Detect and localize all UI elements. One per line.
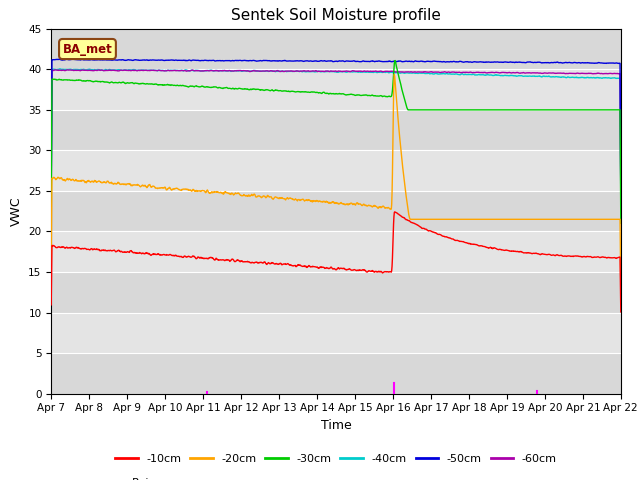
Bar — [51, 29, 621, 69]
X-axis label: Time: Time — [321, 419, 351, 432]
Bar — [51, 69, 621, 110]
Legend: Rain: Rain — [97, 473, 161, 480]
Text: BA_met: BA_met — [63, 43, 113, 56]
Title: Sentek Soil Moisture profile: Sentek Soil Moisture profile — [231, 9, 441, 24]
Bar — [51, 110, 621, 150]
Bar — [51, 312, 621, 353]
Bar — [51, 353, 621, 394]
Bar — [51, 191, 621, 231]
Bar — [51, 272, 621, 312]
Bar — [51, 231, 621, 272]
Y-axis label: VWC: VWC — [10, 196, 22, 226]
Bar — [51, 150, 621, 191]
